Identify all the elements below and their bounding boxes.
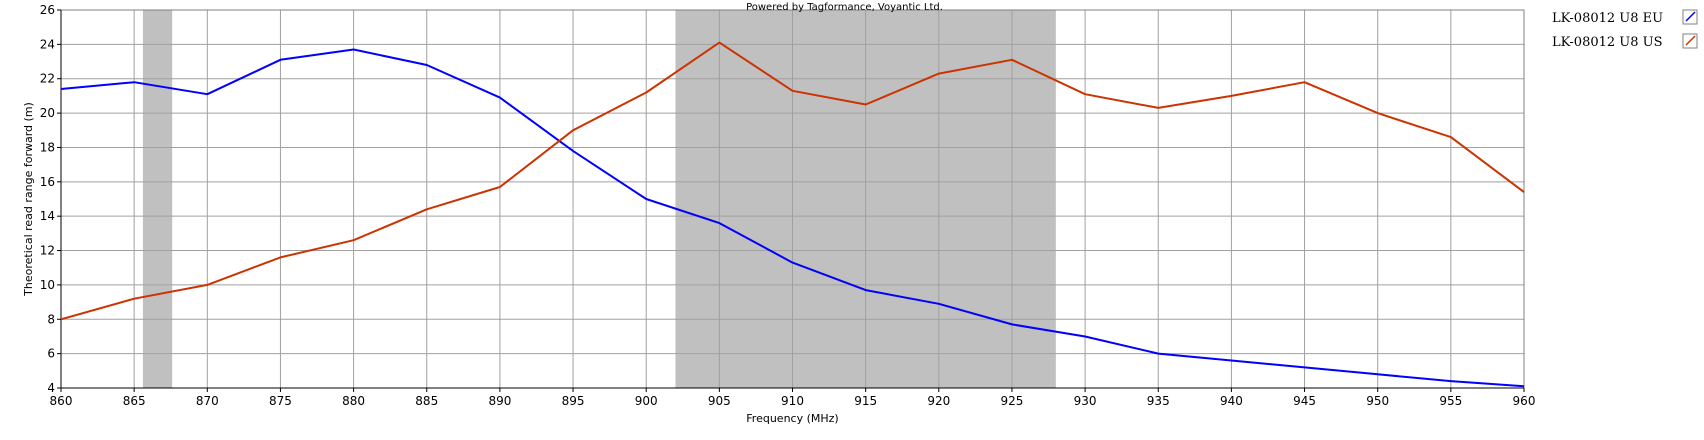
x-tick-label: 880 bbox=[342, 394, 365, 408]
x-tick-label: 940 bbox=[1220, 394, 1243, 408]
x-tick-label: 870 bbox=[196, 394, 219, 408]
x-tick-label: 910 bbox=[781, 394, 804, 408]
legend-label-1: LK-08012 U8 US bbox=[1552, 35, 1663, 50]
x-tick-label: 860 bbox=[50, 394, 73, 408]
y-tick-label: 4 bbox=[47, 381, 55, 395]
y-tick-label: 24 bbox=[40, 37, 55, 51]
x-tick-label: 960 bbox=[1513, 394, 1536, 408]
series-line-1 bbox=[60, 41, 1525, 321]
y-tick-label: 16 bbox=[40, 175, 55, 189]
x-tick-label: 915 bbox=[854, 394, 877, 408]
x-tick-label: 905 bbox=[708, 394, 731, 408]
x-tick-label: 895 bbox=[562, 394, 585, 408]
x-tick-label: 875 bbox=[269, 394, 292, 408]
x-tick-label: 950 bbox=[1366, 394, 1389, 408]
x-tick-label: 885 bbox=[415, 394, 438, 408]
y-tick-label: 14 bbox=[40, 209, 55, 223]
x-tick-label: 920 bbox=[927, 394, 950, 408]
y-tick-label: 6 bbox=[47, 347, 55, 361]
y-tick-label: 12 bbox=[40, 244, 55, 258]
watermark-text: Powered by Tagformance, Voyantic Ltd. bbox=[746, 2, 943, 13]
x-tick-label: 925 bbox=[1000, 394, 1023, 408]
y-tick-label: 20 bbox=[40, 106, 55, 120]
y-tick-label: 8 bbox=[47, 312, 55, 326]
x-tick-label: 890 bbox=[488, 394, 511, 408]
x-tick-label: 945 bbox=[1293, 394, 1316, 408]
y-tick-label: 22 bbox=[40, 72, 55, 86]
series-line-0 bbox=[60, 48, 1525, 388]
legend-label-0: LK-08012 U8 EU bbox=[1552, 11, 1663, 26]
legend-swatch-line-0 bbox=[1685, 11, 1696, 22]
y-axis-title: Theoretical read range forward (m) bbox=[22, 102, 35, 297]
x-axis-title: Frequency (MHz) bbox=[746, 412, 838, 425]
x-tick-label: 955 bbox=[1439, 394, 1462, 408]
y-tick-label: 10 bbox=[40, 278, 55, 292]
shaded-band-0 bbox=[142, 10, 173, 388]
x-tick-label: 930 bbox=[1074, 394, 1097, 408]
x-tick-label: 900 bbox=[635, 394, 658, 408]
x-tick-label: 865 bbox=[123, 394, 146, 408]
x-tick-label: 935 bbox=[1147, 394, 1170, 408]
legend-swatch-line-1 bbox=[1685, 35, 1696, 46]
y-tick-label: 18 bbox=[40, 140, 55, 154]
y-tick-label: 26 bbox=[40, 3, 55, 17]
